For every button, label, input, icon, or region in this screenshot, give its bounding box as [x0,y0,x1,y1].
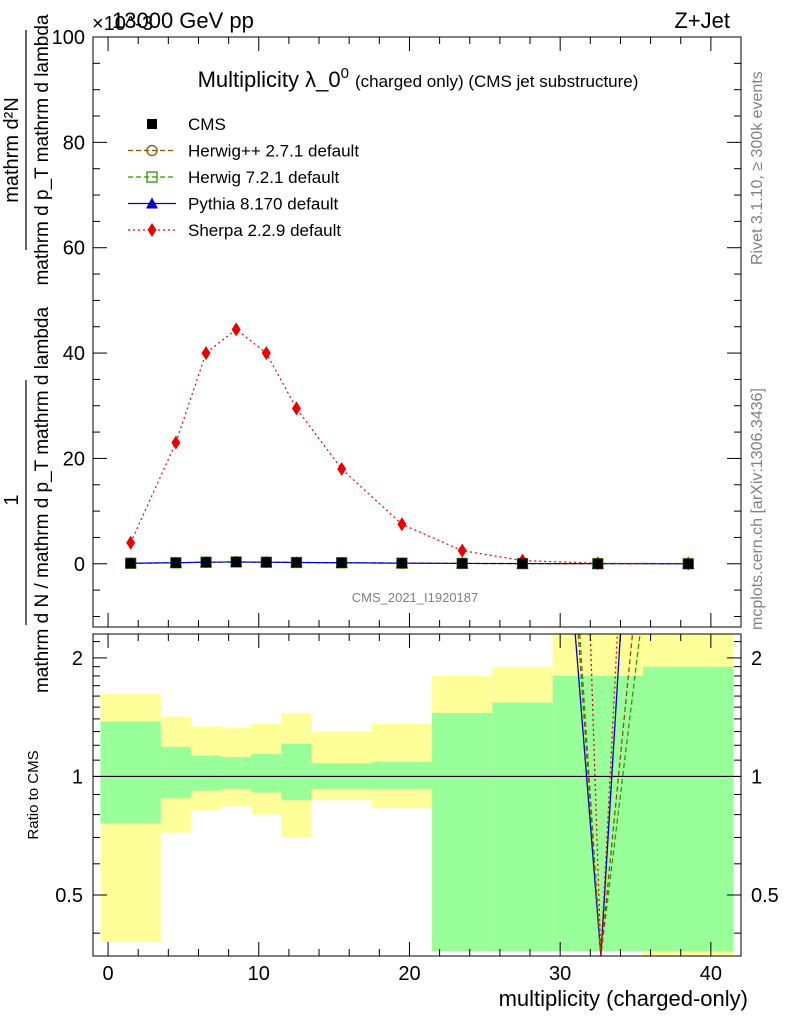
y-tick-label: 60 [63,238,85,260]
x-tick-label: 30 [549,963,571,985]
series-4 [126,322,693,571]
legend-label: CMS [188,115,226,134]
data-point [337,461,347,476]
data-point [592,558,603,569]
data-point [126,535,136,550]
legend-entry: CMS [147,115,226,134]
legend-marker [147,223,157,237]
x-tick-label: 20 [398,963,420,985]
ratio-tick-label-right: 0.5 [751,885,779,907]
legend-label: Pythia 8.170 default [188,195,339,214]
data-point [171,435,181,450]
main-ticks: 0 20 40 60 80 100 [52,27,742,627]
x-tick-label: 10 [248,963,270,985]
y-label-one: 1 [1,494,23,505]
series-0 [125,556,694,569]
ratio-tick-label: 0.5 [55,885,83,907]
data-point [231,556,242,567]
green-band-bin [190,755,222,791]
side-text-rivet-label: Rivet 3.1.10, ≥ 300k events [749,71,766,265]
ratio-y-label-text: Ratio to CMS [25,750,42,839]
ratio-ticks: 0.5 0.51 12 20 10 20 30 40 [55,634,779,985]
data-point [336,557,347,568]
data-point [261,346,271,361]
title-tail: (charged only) (CMS jet substructure) [355,72,638,91]
x-axis-label: multiplicity (charged-only) [499,986,748,1011]
y-axis-label: 1 mathrm d N / mathrm d p_T mathrm d lam… [1,14,53,693]
data-point [396,558,407,569]
y-tick-label: 0 [74,554,85,576]
green-band-bin [371,761,433,789]
legend-marker [146,144,158,157]
series-line [130,561,689,565]
data-point [683,558,694,569]
data-point [201,346,211,361]
y-label-denominator: mathrm d N / mathrm d p_T mathrm d lambd… [32,307,53,694]
legend-label: Herwig 7.2.1 default [188,168,339,187]
header-energy: 13000 GeV pp [112,8,254,33]
green-band-bin [100,721,161,824]
ratio-tick-label-right: 1 [751,766,762,788]
data-point [291,401,301,416]
title-sup: 0 [341,65,349,82]
legend-entry: Herwig 7.2.1 default [128,168,339,187]
data-point [261,557,272,568]
y-label-top-denominator: mathrm d p_T mathrm d lambda [32,14,53,285]
legend: CMS Herwig++ 2.7.1 default Herwig 7.2.1 de… [128,115,359,240]
x-tick-label: 0 [103,963,114,985]
series-line [130,328,689,565]
watermark: CMS_2021_I1920187 [352,590,479,605]
green-band-bin [251,754,282,793]
legend-entry: Sherpa 2.2.9 default [128,221,341,240]
y-tick-label: 100 [52,27,85,49]
legend-label: Herwig++ 2.7.1 default [188,142,359,161]
legend-entry: Herwig++ 2.7.1 default [128,142,359,161]
y-tick-label: 40 [63,343,85,365]
side-text-mcplots-label: mcplots.cern.ch [arXiv:1306.3436] [749,388,766,630]
green-band-bin [160,746,191,799]
data-point [170,557,181,568]
data-point [457,543,467,558]
green-band-bin [492,702,553,952]
data-point [291,557,302,568]
data-point [231,322,241,337]
side-text-rivet: Rivet 3.1.10, ≥ 300k events [749,71,766,265]
data-point [397,517,407,532]
green-band-bin [643,666,734,952]
legend-marker [146,171,158,183]
data-point [201,557,212,568]
y-label-top-numerator: mathrm d²N [1,97,23,203]
ratio-tick-label-right: 2 [751,648,762,670]
ratio-tick-label: 2 [72,648,83,670]
main-curves [124,322,695,571]
title-main: Multiplicity λ_0 [198,67,341,92]
ratio-frame [92,633,742,957]
main-frame [92,36,742,628]
ratio-tick-label: 1 [72,766,83,788]
legend-entry: Pythia 8.170 default [128,195,339,214]
green-band-bin [281,743,312,801]
legend-label: Sherpa 2.2.9 default [188,221,341,240]
data-point [125,558,136,569]
data-point [517,558,528,569]
data-point [457,558,468,569]
header-process: Z+Jet [674,8,730,33]
y-exponent: ×10^-3 [92,13,153,35]
chart-title: Multiplicity λ_00 (charged only) (CMS jet… [198,65,639,92]
ratio-bands [93,634,741,956]
y-tick-label: 20 [63,448,85,470]
green-band-bin [432,712,493,952]
side-text-mcplots: mcplots.cern.ch [arXiv:1306.3436] [749,388,766,630]
x-tick-label: 40 [700,963,722,985]
legend-marker [146,197,158,209]
y-tick-label: 80 [63,132,85,154]
legend-marker [147,119,157,129]
green-band-bin [221,757,252,789]
y-exponent-text: ×10^-3 [92,13,153,35]
ratio-y-label: Ratio to CMS [25,750,42,839]
